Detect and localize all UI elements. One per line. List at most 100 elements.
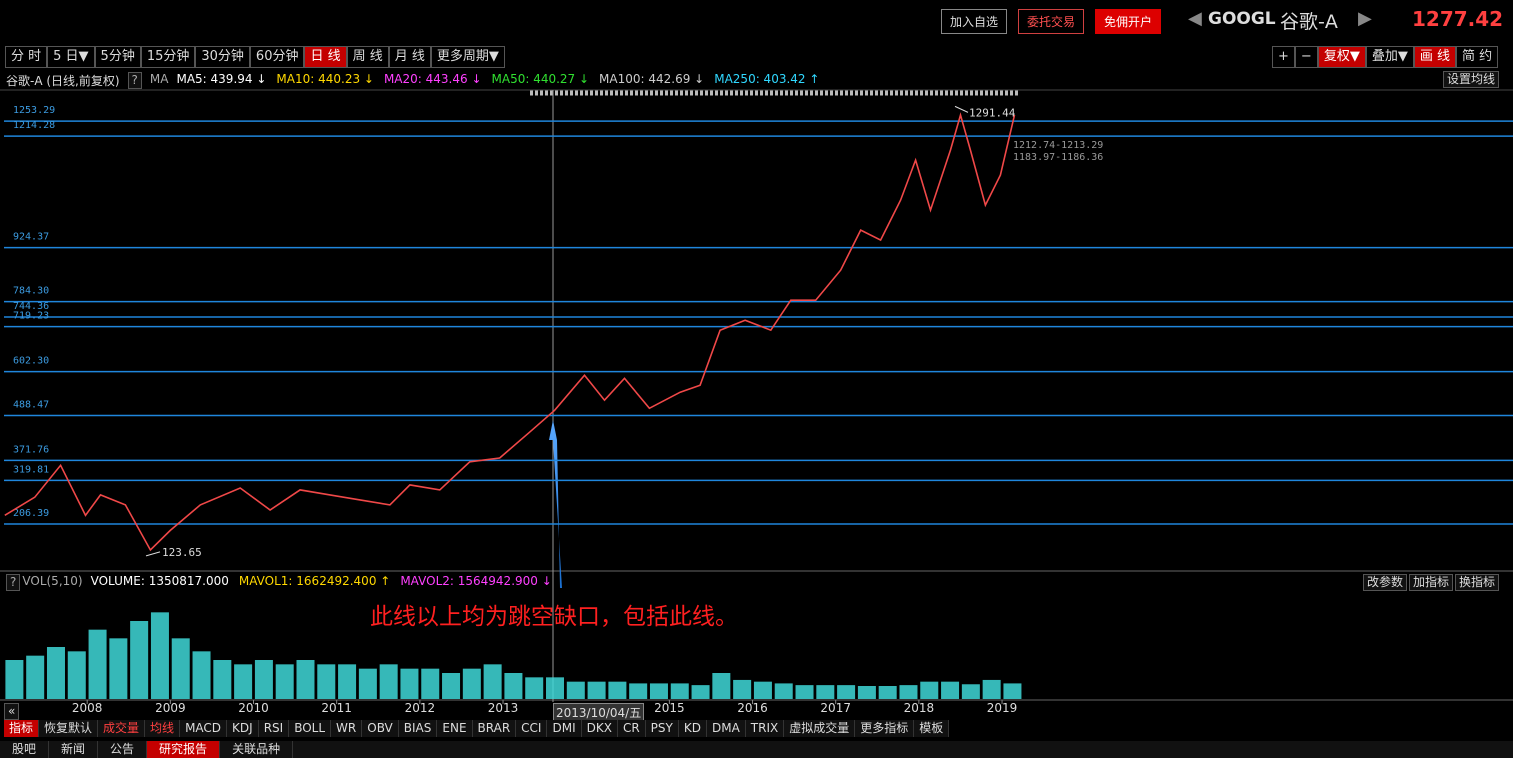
volume-bar xyxy=(171,638,190,699)
x-tick-label: 2008 xyxy=(72,701,103,715)
indicator-tab[interactable]: BRAR xyxy=(472,720,517,737)
period-button[interactable]: 更多周期▼ xyxy=(430,46,505,68)
bottom-tab[interactable]: 公告 xyxy=(98,741,148,758)
x-tick-label: 2017 xyxy=(820,701,851,715)
volume-bar xyxy=(192,651,211,699)
indicator-tab[interactable]: 成交量 xyxy=(98,720,146,737)
tool-button[interactable]: + xyxy=(1272,46,1295,68)
vol-header: ? VOL(5,10) VOLUME: 1350817.000 MAVOL1: 1… xyxy=(6,574,552,591)
indicator-tab[interactable]: DMA xyxy=(706,720,746,737)
indicator-tab[interactable]: 虚拟成交量 xyxy=(784,720,856,737)
volume-bar xyxy=(338,664,357,699)
indicator-tab[interactable]: CCI xyxy=(516,720,548,737)
tool-button[interactable]: 画 线 xyxy=(1413,46,1456,68)
indicator-tab[interactable]: BOLL xyxy=(289,720,332,737)
ma-title: 谷歌-A (日线,前复权) xyxy=(6,74,120,88)
period-button[interactable]: 60分钟 xyxy=(249,46,305,68)
volume-bar xyxy=(5,660,24,699)
period-button[interactable]: 月 线 xyxy=(388,46,431,68)
volume-bar xyxy=(733,679,752,699)
next-arrow[interactable]: ▶ xyxy=(1358,8,1372,29)
indicator-tab[interactable]: KD xyxy=(678,720,707,737)
vol-button[interactable]: 改参数 xyxy=(1363,574,1408,591)
indicator-tab[interactable]: PSY xyxy=(645,720,679,737)
ma-item: MA5: 439.94 ↓ xyxy=(176,72,267,86)
indicator-tab[interactable]: WR xyxy=(331,720,363,737)
volume-bar xyxy=(88,629,107,699)
header-button[interactable]: 委托交易 xyxy=(1018,9,1085,34)
period-button[interactable]: 15分钟 xyxy=(140,46,196,68)
vol-button[interactable]: 加指标 xyxy=(1409,574,1454,591)
bottom-tab[interactable]: 关联品种 xyxy=(220,741,294,758)
header-button[interactable]: 加入自选 xyxy=(941,9,1008,34)
volume-bar xyxy=(899,685,918,699)
period-button[interactable]: 30分钟 xyxy=(195,46,250,68)
tool-button[interactable]: 叠加▼ xyxy=(1365,46,1414,68)
indicator-tab[interactable]: OBV xyxy=(362,720,399,737)
indicator-tab[interactable]: DMI xyxy=(547,720,582,737)
y-tick-label: 719.23 xyxy=(13,311,49,322)
range-note: 1212.74-1213.29 xyxy=(1013,140,1103,151)
tool-button[interactable]: 简 约 xyxy=(1455,46,1499,68)
indicator-tab[interactable]: TRIX xyxy=(745,720,785,737)
prev-arrow[interactable]: ◀ xyxy=(1188,8,1202,29)
indicator-tab[interactable]: MACD xyxy=(180,720,228,737)
indicator-tab[interactable]: RSI xyxy=(258,720,290,737)
help[interactable]: ? xyxy=(6,574,21,591)
volume-bar xyxy=(109,638,128,699)
tool-button[interactable]: − xyxy=(1294,46,1318,68)
period-button[interactable]: 日 线 xyxy=(304,46,347,68)
indicator-tab[interactable]: 均线 xyxy=(145,720,181,737)
volume-bar xyxy=(712,673,731,699)
high-marker xyxy=(954,105,969,113)
x-tick-label: 2011 xyxy=(321,701,352,715)
volume-bar xyxy=(961,684,980,699)
vol-button[interactable]: 换指标 xyxy=(1455,574,1500,591)
indicator-tab[interactable]: KDJ xyxy=(227,720,259,737)
y-tick-label: 1253.29 xyxy=(13,105,55,116)
indicator-tab[interactable]: BIAS xyxy=(398,720,438,737)
x-tick-label: 2009 xyxy=(155,701,186,715)
indicator-tab[interactable]: CR xyxy=(617,720,646,737)
indicator-tab[interactable]: DKX xyxy=(581,720,618,737)
ma-item: MA10: 440.23 ↓ xyxy=(276,72,374,86)
y-tick-label: 924.37 xyxy=(13,232,49,243)
volume-bar xyxy=(462,668,481,699)
volume-bar xyxy=(1003,683,1022,699)
header-button[interactable]: 免佣开户 xyxy=(1095,9,1162,34)
indicator-tab[interactable]: 模板 xyxy=(914,720,950,737)
callout: 此线以上均为跳空缺口，包括此线。 xyxy=(370,604,738,630)
bottom-tab[interactable]: 新闻 xyxy=(49,741,99,758)
indicator-tab[interactable]: ENE xyxy=(437,720,473,737)
y-tick-label: 488.47 xyxy=(13,399,49,410)
price-line xyxy=(4,112,1016,552)
volume-bar xyxy=(982,679,1001,699)
volume-bar xyxy=(67,651,86,699)
volume-bar xyxy=(525,677,544,699)
scroll-left[interactable]: « xyxy=(4,703,20,720)
indicator-tab[interactable]: 指标 xyxy=(4,720,40,737)
tool-button[interactable]: 复权▼ xyxy=(1317,46,1366,68)
period-button[interactable]: 分 时 xyxy=(5,46,48,68)
indicator-tab[interactable]: 恢复默认 xyxy=(39,720,99,737)
vol-stat: MAVOL2: 1564942.900 ↓ xyxy=(400,574,552,588)
ma-item: MA250: 403.42 ↑ xyxy=(714,72,820,86)
period-button[interactable]: 周 线 xyxy=(346,46,389,68)
y-tick-label: 784.30 xyxy=(13,286,49,297)
help[interactable]: ? xyxy=(127,72,142,89)
low-marker xyxy=(145,551,161,557)
range-note: 1183.97-1186.36 xyxy=(1013,152,1103,163)
vol-title: VOL(5,10) xyxy=(22,574,83,588)
indicator-tab[interactable]: 更多指标 xyxy=(855,720,915,737)
bottom-tab[interactable]: 研究报告 xyxy=(147,741,221,758)
period-button[interactable]: 5分钟 xyxy=(94,46,141,68)
volume-bar xyxy=(837,685,856,699)
x-tick-label: 2016 xyxy=(737,701,768,715)
ma-setting[interactable]: 设置均线 xyxy=(1443,71,1500,88)
volume-bar xyxy=(566,681,585,699)
period-button[interactable]: 5 日▼ xyxy=(47,46,95,68)
vol-buttons: 改参数 加指标 换指标 xyxy=(1363,574,1500,591)
bottom-tab[interactable]: 股吧 xyxy=(0,741,50,758)
vol-stat: MAVOL1: 1662492.400 ↑ xyxy=(238,574,391,588)
